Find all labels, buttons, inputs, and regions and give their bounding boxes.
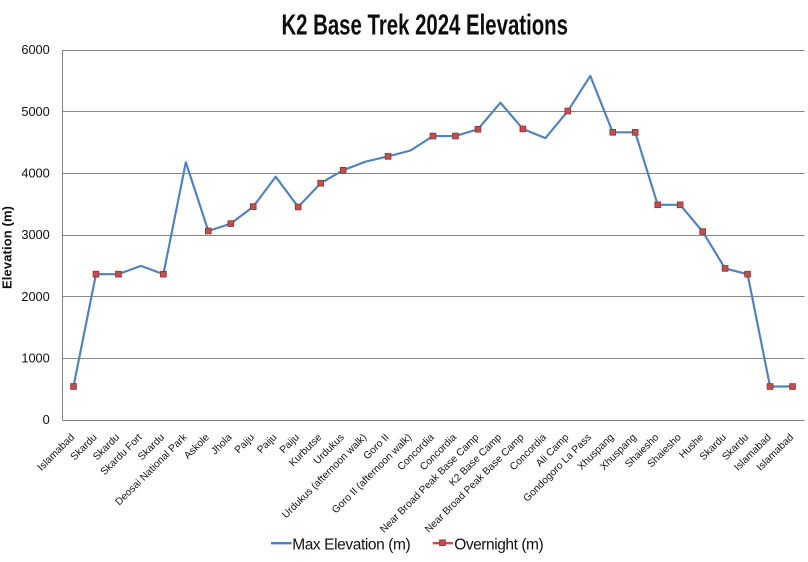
svg-text:3000: 3000 xyxy=(21,227,49,242)
svg-text:5000: 5000 xyxy=(21,104,49,119)
svg-text:Elevation (m): Elevation (m) xyxy=(0,206,14,289)
svg-text:K2 Base Trek 2024 Elevations: K2 Base Trek 2024 Elevations xyxy=(281,10,568,42)
svg-text:Max Elevation (m): Max Elevation (m) xyxy=(292,536,411,553)
svg-text:6000: 6000 xyxy=(21,42,49,57)
svg-text:2000: 2000 xyxy=(21,289,49,304)
svg-text:1000: 1000 xyxy=(21,350,49,365)
svg-text:4000: 4000 xyxy=(21,165,49,180)
svg-text:Overnight (m): Overnight (m) xyxy=(454,536,544,553)
svg-text:0: 0 xyxy=(43,412,50,427)
